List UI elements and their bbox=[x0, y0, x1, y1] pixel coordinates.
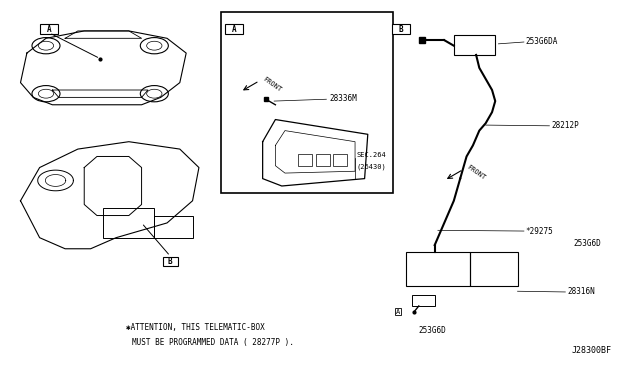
Text: (26430): (26430) bbox=[357, 164, 387, 170]
Text: 253G6DA: 253G6DA bbox=[525, 37, 557, 46]
Text: ✱ATTENTION, THIS TELEMATIC-BOX: ✱ATTENTION, THIS TELEMATIC-BOX bbox=[125, 323, 264, 332]
Bar bbox=[392, 24, 410, 34]
Text: MUST BE PROGRAMMED DATA ( 28277P ).: MUST BE PROGRAMMED DATA ( 28277P ). bbox=[132, 339, 294, 347]
Bar bbox=[412, 295, 435, 306]
Text: A: A bbox=[396, 308, 400, 315]
Bar bbox=[221, 13, 394, 193]
Bar bbox=[298, 154, 312, 166]
Bar bbox=[454, 35, 495, 55]
Bar bbox=[406, 253, 470, 286]
Text: 253G6D: 253G6D bbox=[573, 239, 602, 248]
Text: B: B bbox=[399, 25, 403, 33]
Bar bbox=[316, 154, 330, 166]
Bar bbox=[470, 253, 518, 286]
Bar bbox=[103, 208, 154, 238]
Text: A: A bbox=[232, 25, 236, 33]
Bar bbox=[163, 257, 178, 266]
Bar bbox=[154, 215, 193, 238]
Text: J28300BF: J28300BF bbox=[572, 346, 612, 355]
Text: 28316N: 28316N bbox=[567, 288, 595, 296]
Text: FRONT: FRONT bbox=[261, 76, 282, 93]
Bar bbox=[225, 24, 243, 34]
Text: A: A bbox=[47, 25, 51, 33]
Text: 28212P: 28212P bbox=[551, 121, 579, 130]
Bar bbox=[333, 154, 348, 166]
Text: SEC.264: SEC.264 bbox=[357, 152, 387, 158]
Text: 253G6D: 253G6D bbox=[419, 326, 447, 335]
Bar bbox=[40, 24, 58, 34]
Text: FRONT: FRONT bbox=[465, 164, 486, 181]
Text: B: B bbox=[168, 257, 173, 266]
Text: *29275: *29275 bbox=[525, 227, 553, 235]
Text: 28336M: 28336M bbox=[330, 94, 357, 103]
